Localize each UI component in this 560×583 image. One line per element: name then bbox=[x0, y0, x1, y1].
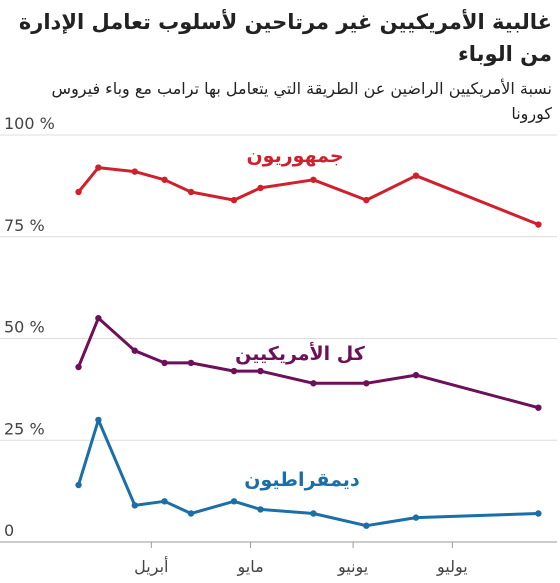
data-point bbox=[187, 510, 195, 517]
data-point bbox=[187, 188, 195, 196]
data-point bbox=[131, 502, 138, 509]
y-tick-label: 25 % bbox=[4, 419, 45, 438]
data-point bbox=[257, 184, 264, 192]
series-lines bbox=[75, 164, 542, 529]
series-labels: جمهوريون كل الأمريكيين ديمقراطيون bbox=[235, 145, 366, 491]
data-point bbox=[131, 347, 138, 354]
data-point bbox=[412, 371, 420, 379]
data-point bbox=[363, 380, 370, 387]
data-point bbox=[75, 481, 82, 489]
data-point bbox=[412, 514, 420, 521]
data-point bbox=[257, 506, 264, 513]
x-tick-label: يونيو bbox=[337, 557, 368, 577]
data-point bbox=[257, 367, 264, 375]
y-tick-label: 100 % bbox=[4, 114, 55, 133]
chart-header: غالبية الأمريكيين غير مرتاحين لأسلوب تعا… bbox=[10, 6, 552, 126]
data-point bbox=[230, 196, 238, 204]
y-tick-label: 0 bbox=[4, 521, 14, 540]
y-tick-label: 75 % bbox=[4, 216, 45, 235]
data-point bbox=[230, 498, 238, 505]
data-point bbox=[535, 510, 542, 517]
data-point bbox=[131, 168, 138, 175]
data-point bbox=[187, 359, 195, 367]
chart-title: غالبية الأمريكيين غير مرتاحين لأسلوب تعا… bbox=[18, 10, 552, 66]
data-point bbox=[310, 510, 317, 517]
data-point bbox=[412, 172, 420, 179]
data-point bbox=[95, 314, 102, 322]
chart-subtitle: نسبة الأمريكيين الراضين عن الطريقة التي … bbox=[51, 79, 552, 123]
series-label: جمهوريون bbox=[246, 145, 343, 167]
data-point bbox=[535, 221, 542, 228]
data-point bbox=[95, 416, 102, 424]
data-point bbox=[310, 176, 317, 183]
data-point bbox=[535, 404, 542, 411]
x-tick-label: يوليو bbox=[436, 557, 468, 577]
data-point bbox=[75, 363, 82, 371]
x-tick-label: مايو bbox=[236, 557, 263, 577]
data-point bbox=[161, 359, 168, 367]
y-tick-label: 50 % bbox=[4, 318, 45, 337]
data-point bbox=[310, 380, 317, 387]
x-tick-label: أبريل bbox=[134, 556, 168, 577]
data-point bbox=[161, 498, 168, 505]
axes: 100 % 75 % 50 % 25 % 0 أبريل مايو يونيو يوليو bbox=[4, 114, 468, 577]
data-point bbox=[95, 164, 102, 171]
data-point bbox=[161, 176, 168, 183]
data-point bbox=[363, 196, 370, 204]
series-label: ديمقراطيون bbox=[244, 469, 360, 491]
series-label: كل الأمريكيين bbox=[235, 342, 366, 365]
data-point bbox=[363, 522, 370, 529]
data-point bbox=[75, 188, 82, 196]
data-point bbox=[230, 367, 238, 375]
series-line bbox=[77, 166, 540, 226]
